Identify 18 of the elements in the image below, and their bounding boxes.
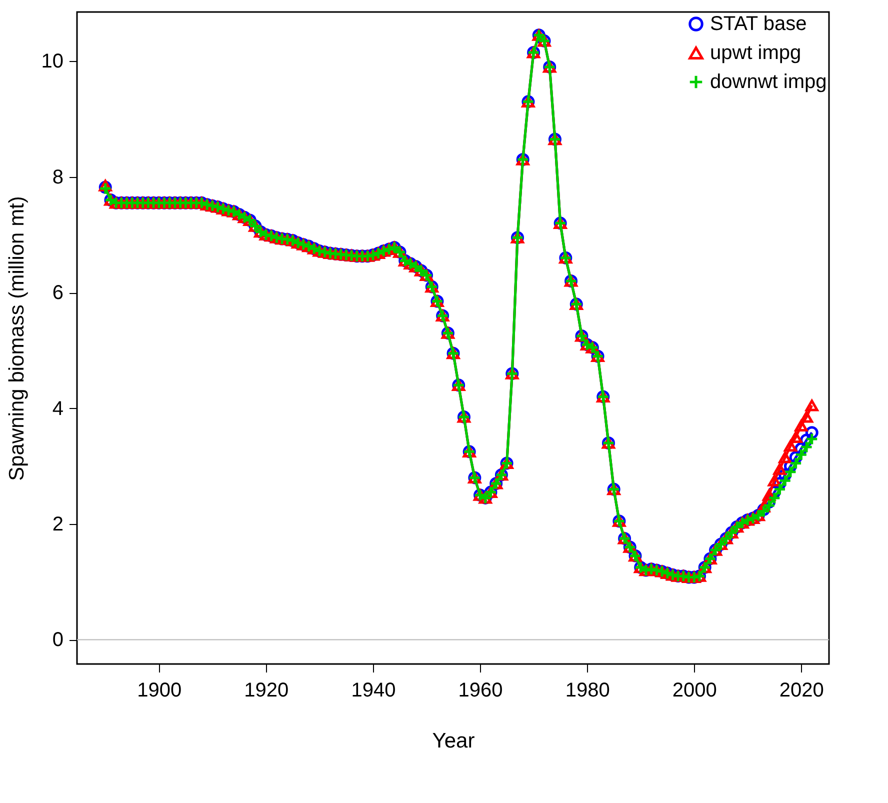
x-tick-label: 1980 bbox=[565, 680, 610, 702]
y-tick-label: 6 bbox=[52, 282, 64, 304]
x-axis-title: Year bbox=[432, 730, 475, 752]
legend-label: upwt impg bbox=[710, 42, 802, 64]
y-tick-label: 10 bbox=[41, 50, 64, 73]
y-tick-label: 0 bbox=[52, 629, 64, 652]
y-tick-label: 8 bbox=[52, 166, 64, 188]
y-axis-title: Spawning biomass (million mt) bbox=[5, 196, 28, 481]
x-tick-label: 2000 bbox=[672, 680, 717, 702]
x-tick-label: 2020 bbox=[779, 680, 824, 702]
y-tick-label: 4 bbox=[52, 398, 64, 420]
legend-label: STAT base bbox=[710, 13, 807, 35]
y-tick-label: 2 bbox=[52, 513, 64, 536]
x-tick-label: 1960 bbox=[458, 680, 503, 702]
x-tick-label: 1900 bbox=[137, 680, 182, 702]
x-tick-label: 1940 bbox=[351, 680, 396, 702]
x-tick-label: 1920 bbox=[244, 680, 289, 702]
legend-label: downwt impg bbox=[710, 71, 827, 93]
